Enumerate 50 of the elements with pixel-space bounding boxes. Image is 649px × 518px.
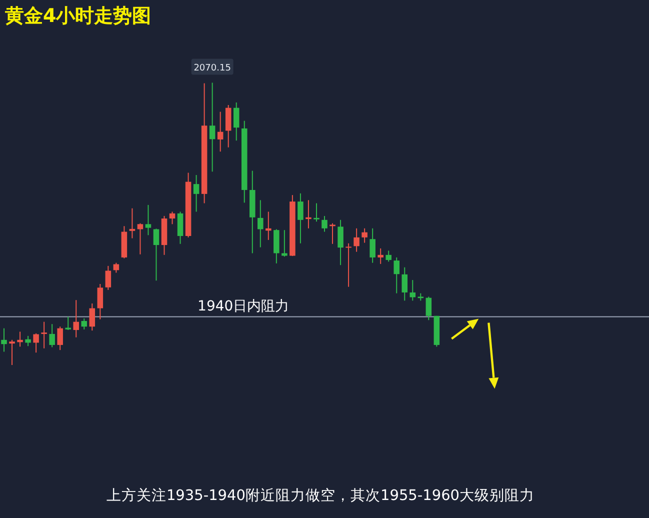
candlestick — [370, 228, 376, 264]
candlestick — [426, 296, 432, 321]
annotation: 2070.15 — [194, 64, 231, 74]
candlestick — [137, 222, 144, 255]
candlestick — [410, 280, 416, 302]
candlestick — [25, 335, 31, 347]
candlestick — [346, 242, 352, 288]
candlestick — [57, 326, 63, 351]
candlestick — [73, 300, 79, 338]
candlestick — [153, 228, 160, 282]
candlestick — [306, 200, 312, 229]
candlestick — [282, 230, 288, 258]
candlestick — [217, 111, 224, 152]
candlestick — [402, 266, 408, 302]
candlestick — [9, 339, 15, 366]
candlestick — [49, 324, 55, 348]
candlestick — [105, 265, 112, 290]
candlestick — [386, 250, 392, 262]
candlestick — [65, 316, 71, 330]
candlestick — [113, 262, 120, 274]
candlestick — [314, 202, 320, 222]
candlestick — [266, 211, 272, 240]
candlestick — [354, 228, 360, 252]
candlestick — [338, 219, 344, 266]
candlestick — [394, 256, 400, 294]
candlestick — [362, 228, 368, 244]
candlestick — [1, 328, 7, 352]
candlestick — [129, 208, 136, 239]
candlestick — [89, 302, 96, 332]
candlestick — [81, 318, 88, 330]
candlestick — [233, 102, 240, 142]
candlestick — [298, 192, 304, 244]
candlestick — [97, 283, 104, 320]
candlestick — [209, 82, 216, 172]
candlestick — [33, 332, 39, 354]
candlestick — [41, 321, 47, 349]
candlestick — [177, 211, 184, 244]
candlestick — [169, 211, 176, 225]
candlestick — [17, 331, 23, 348]
text: 上方关注1935-1940附近阻力做空，其次1955-1960大级别阻力 — [106, 487, 535, 504]
candlestick — [225, 104, 232, 148]
candlestick — [378, 248, 384, 264]
candlestick — [274, 228, 280, 264]
candlestick — [258, 200, 264, 248]
candlestick — [193, 174, 200, 212]
candlestick — [322, 215, 328, 232]
candlestick — [145, 204, 152, 236]
candlestick — [330, 222, 336, 244]
chart-title: 黄金4小时走势图 — [4, 5, 152, 27]
ref-line-label: 1940日内阻力 — [198, 298, 290, 315]
